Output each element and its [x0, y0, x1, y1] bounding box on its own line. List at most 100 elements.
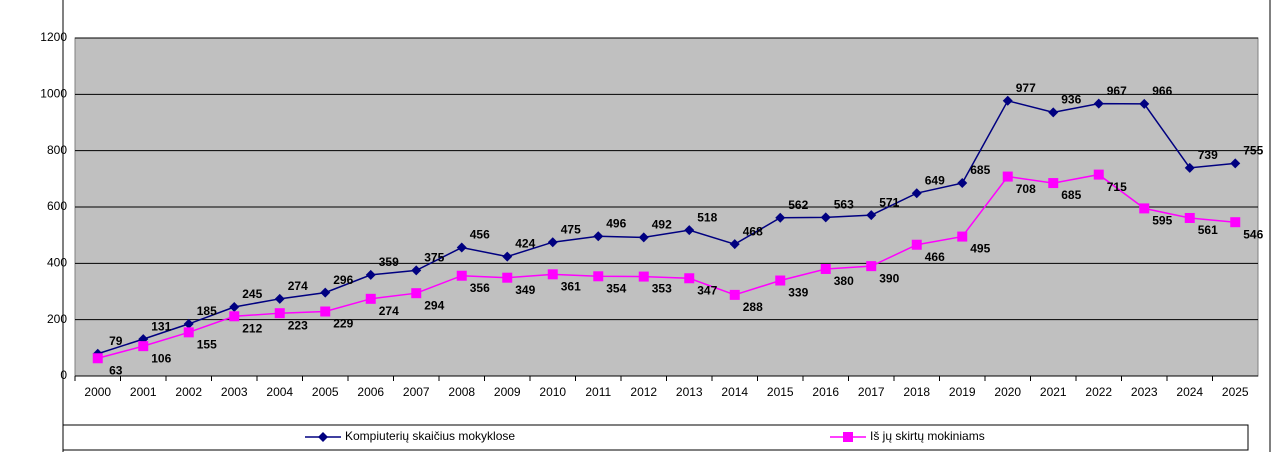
marker [729, 239, 740, 250]
x-tick-label: 2005 [312, 385, 339, 399]
x-tick-label: 2009 [494, 385, 521, 399]
x-tick-label: 2012 [630, 385, 657, 399]
data-label: 563 [834, 198, 854, 212]
marker [1002, 95, 1013, 106]
x-tick-label: 2022 [1085, 385, 1112, 399]
data-label: 546 [1243, 227, 1263, 241]
marker [911, 239, 922, 250]
x-tick-label: 2004 [266, 385, 293, 399]
marker [684, 225, 695, 236]
data-label: 390 [879, 271, 899, 285]
data-label: 595 [1152, 214, 1172, 228]
x-tick-label: 2017 [858, 385, 885, 399]
marker [1230, 158, 1241, 169]
legend-label: Kompiuterių skaičius mokyklose [345, 429, 515, 443]
marker [1093, 98, 1104, 109]
marker [411, 265, 422, 276]
x-tick-label: 2023 [1131, 385, 1158, 399]
data-label: 356 [470, 281, 490, 295]
data-label: 966 [1152, 84, 1172, 98]
marker [456, 242, 467, 253]
data-label: 79 [109, 334, 123, 348]
legend-marker [843, 432, 853, 442]
marker [1139, 98, 1150, 109]
data-label: 496 [606, 216, 626, 230]
data-label: 715 [1107, 180, 1127, 194]
data-label: 685 [970, 163, 990, 177]
data-label: 347 [697, 283, 717, 297]
data-label: 106 [151, 351, 171, 365]
data-label: 561 [1198, 223, 1218, 237]
x-tick-label: 2000 [84, 385, 111, 399]
marker [183, 318, 194, 329]
y-tick-label: 400 [47, 256, 67, 270]
marker [820, 263, 831, 274]
marker [1184, 212, 1195, 223]
data-label: 495 [970, 242, 990, 256]
data-label: 649 [925, 173, 945, 187]
data-label: 185 [197, 304, 217, 318]
legend-label: Iš jų skirtų mokiniams [870, 429, 985, 443]
marker [593, 271, 604, 282]
x-tick-label: 2015 [767, 385, 794, 399]
marker [274, 293, 285, 304]
y-tick-label: 1000 [40, 87, 67, 101]
data-label: 274 [288, 279, 308, 293]
marker [229, 301, 240, 312]
legend-marker [318, 432, 328, 442]
data-label: 708 [1016, 182, 1036, 196]
marker [1048, 107, 1059, 118]
marker [866, 210, 877, 221]
x-tick-label: 2013 [676, 385, 703, 399]
marker [456, 270, 467, 281]
data-label: 353 [652, 282, 672, 296]
y-tick-label: 600 [47, 199, 67, 213]
data-label: 339 [788, 286, 808, 300]
x-tick-label: 2011 [585, 385, 611, 399]
data-label: 685 [1061, 188, 1081, 202]
x-tick-label: 2014 [721, 385, 748, 399]
data-label: 359 [379, 255, 399, 269]
marker [365, 269, 376, 280]
data-label: 739 [1198, 148, 1218, 162]
data-label: 456 [470, 228, 490, 242]
marker [138, 341, 149, 352]
marker [638, 271, 649, 282]
data-label: 755 [1243, 144, 1263, 158]
marker [365, 293, 376, 304]
data-label: 245 [242, 287, 262, 301]
marker [502, 251, 513, 262]
marker [320, 287, 331, 298]
marker [684, 273, 695, 284]
x-tick-label: 2008 [448, 385, 475, 399]
data-label: 475 [561, 222, 581, 236]
marker [866, 261, 877, 272]
data-label: 155 [197, 338, 217, 352]
marker [638, 232, 649, 243]
x-tick-label: 2010 [539, 385, 566, 399]
data-label: 63 [109, 363, 123, 377]
marker [547, 237, 558, 248]
data-label: 492 [652, 218, 672, 232]
marker [775, 212, 786, 223]
marker [775, 275, 786, 286]
x-tick-label: 2001 [130, 385, 157, 399]
marker [729, 289, 740, 300]
y-tick-label: 200 [47, 312, 67, 326]
data-label: 212 [242, 321, 262, 335]
marker [957, 231, 968, 242]
x-tick-label: 2006 [357, 385, 384, 399]
x-tick-label: 2003 [221, 385, 248, 399]
data-label: 424 [515, 237, 535, 251]
marker [274, 308, 285, 319]
data-label: 131 [151, 319, 171, 333]
data-label: 361 [561, 279, 581, 293]
marker [593, 231, 604, 242]
x-tick-label: 2018 [903, 385, 930, 399]
data-label: 274 [379, 304, 399, 318]
marker [1230, 217, 1241, 228]
marker [911, 188, 922, 199]
marker [547, 269, 558, 280]
series-line [97, 99, 1236, 355]
